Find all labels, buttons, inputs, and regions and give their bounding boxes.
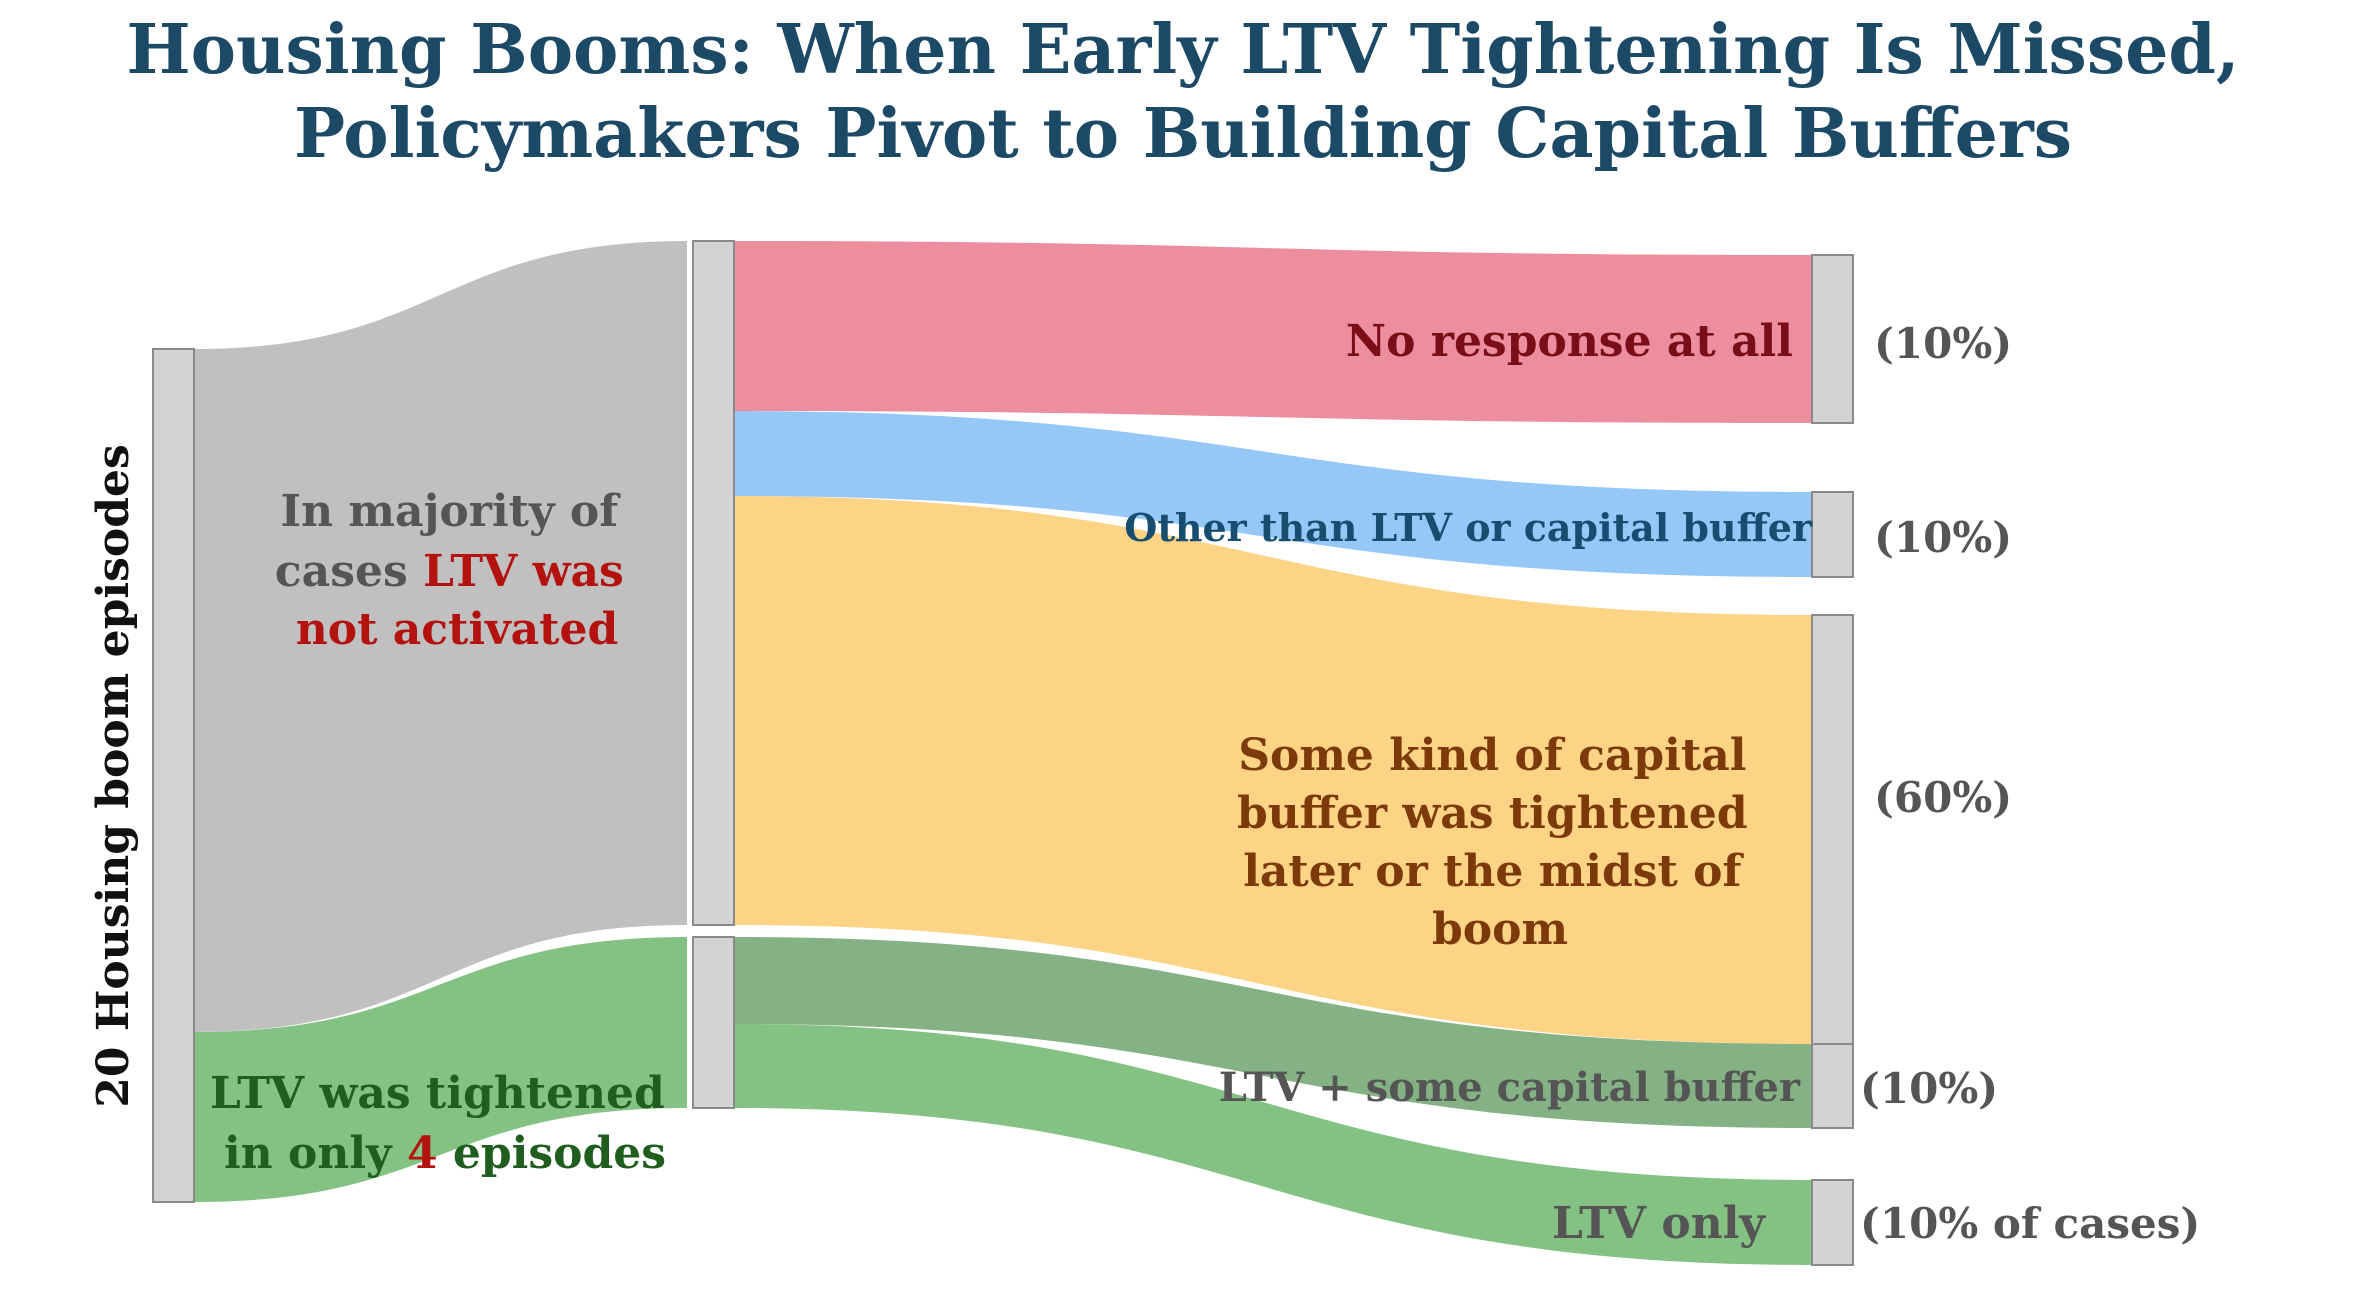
label-capital-buffer: Some kind of capital buffer was tightene… <box>1237 730 1763 955</box>
label-other: Other than LTV or capital buffer <box>1124 505 1813 550</box>
label-not-activated-line2: cases LTV was <box>275 546 624 597</box>
percent-ltv-only: (10% of cases) <box>1860 1199 2200 1248</box>
flow-no-response <box>734 241 1812 423</box>
label-tightened-line1: LTV was tightened <box>210 1068 665 1119</box>
label-capital-line1: Some kind of capital <box>1238 730 1746 781</box>
flow-ltv-plus-capital <box>734 937 1812 1128</box>
title-line-1: Housing Booms: When Early LTV Tightening… <box>126 10 2240 90</box>
label-tightened: LTV was tightened in only 4 episodes <box>210 1068 680 1179</box>
flow-ltv-only <box>734 1024 1812 1265</box>
percent-other: (10%) <box>1874 513 2012 562</box>
label-ltv-plus-capital: LTV + some capital buffer <box>1219 1064 1801 1111</box>
label-capital-line3: later or the midst of <box>1243 846 1744 897</box>
label-ltv-only: LTV only <box>1552 1198 1767 1249</box>
source-label: 20 Housing boom episodes <box>88 444 139 1107</box>
node-ltv-plus-capital <box>1811 1043 1854 1129</box>
label-capital-line2: buffer was tightened <box>1237 788 1748 839</box>
flow-not-activated <box>194 241 687 1032</box>
flow-other <box>734 411 1812 577</box>
chart-title: Housing Booms: When Early LTV Tightening… <box>0 8 2366 176</box>
label-no-response: No response at all <box>1346 316 1793 367</box>
flow-tightened <box>194 937 687 1202</box>
percent-capital-buffer: (60%) <box>1874 773 2012 822</box>
flow-capital-buffer <box>734 496 1812 1044</box>
node-housing-boom-episodes <box>152 348 195 1203</box>
label-not-activated-line1: In majority of <box>281 486 622 537</box>
node-capital-buffer <box>1811 614 1854 1045</box>
node-ltv-only <box>1811 1179 1854 1266</box>
title-line-2: Policymakers Pivot to Building Capital B… <box>293 94 2073 174</box>
label-not-activated-line3: not activated <box>296 604 618 655</box>
percent-ltv-plus-capital: (10%) <box>1860 1064 1998 1113</box>
node-other <box>1811 491 1854 578</box>
node-ltv-not-activated <box>692 240 735 926</box>
label-tightened-line2: in only 4 episodes <box>224 1128 666 1179</box>
label-not-activated: In majority of cases LTV was not activat… <box>275 486 639 655</box>
percent-no-response: (10%) <box>1874 319 2012 368</box>
node-ltv-tightened <box>692 936 735 1109</box>
label-capital-line4: boom <box>1432 904 1568 955</box>
node-no-response <box>1811 254 1854 424</box>
